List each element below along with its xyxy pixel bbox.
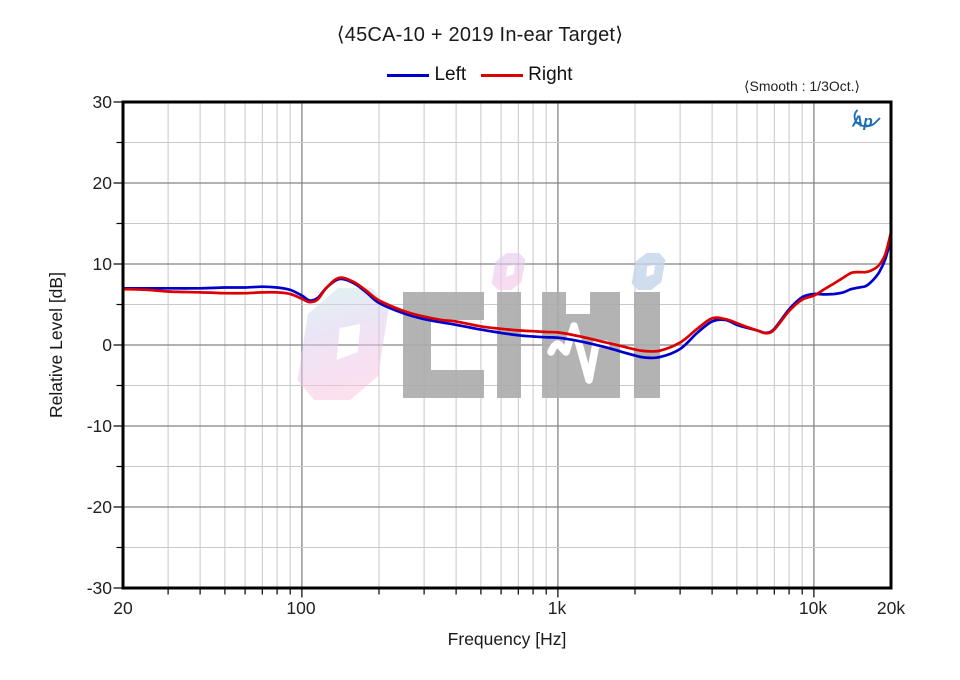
watermark-i-bar-1 (497, 292, 521, 398)
x-tick-label: 1k (547, 598, 567, 618)
x-tick-label: 100 (286, 598, 316, 618)
y-tick-label: 0 (102, 335, 112, 355)
right-channel-curve (123, 231, 891, 353)
legend-right-line-swatch (481, 73, 524, 77)
legend-right-label: Right (528, 64, 573, 85)
chart-title: ⟨45CA-10 + 2019 In-ear Target⟩ (336, 24, 624, 46)
response-curves (123, 231, 891, 360)
y-axis-title: Relative Level [dB] (46, 272, 66, 418)
plot-border (121, 100, 893, 590)
y-tick-label: -30 (86, 578, 112, 598)
smoothing-note: ⟨Smooth : 1/3Oct.⟩ (744, 78, 860, 94)
audio-precision-logo-icon: Ap (851, 109, 881, 131)
legend-left-label: Left (434, 64, 467, 85)
x-axis-title: Frequency [Hz] (447, 629, 567, 649)
watermark-pulse-icon (547, 322, 610, 384)
chart-legend: Left Right (0, 63, 960, 87)
legend-item-left: Left (387, 64, 466, 86)
y-tick-label: -10 (86, 416, 112, 436)
watermark-zero-glyph (297, 288, 389, 400)
x-tick-label: 20 (113, 598, 133, 618)
y-tick-label: 30 (92, 92, 112, 112)
x-tick-label: 20k (876, 598, 906, 618)
watermark-mini-zero-pink (491, 253, 526, 290)
ap-logo-text: Ap (851, 114, 873, 131)
y-tick-label: 10 (92, 254, 112, 274)
y-tick-label: -20 (86, 497, 112, 517)
legend-item-right: Right (481, 64, 573, 86)
x-tick-label: 10k (798, 598, 828, 618)
axis-ticks (113, 101, 815, 598)
left-channel-curve (123, 236, 891, 360)
watermark-0db-logo (297, 253, 666, 400)
watermark-i-bar-2 (634, 292, 660, 398)
y-tick-label: 20 (92, 173, 112, 193)
legend-left-line-swatch (387, 73, 430, 77)
watermark-mini-zero-blue (631, 253, 666, 290)
